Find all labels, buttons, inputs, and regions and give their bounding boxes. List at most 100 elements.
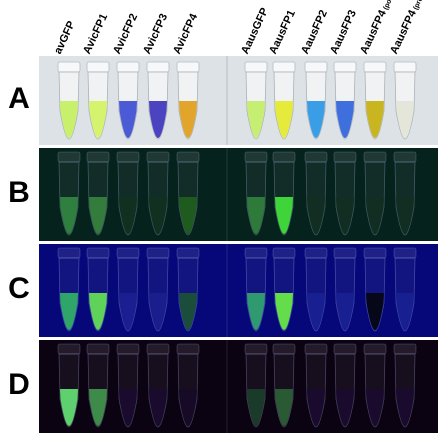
liquid-C-4 [179,293,197,330]
tube-D-1 [86,343,110,428]
liquid-A-1 [89,101,107,138]
liquid-A-9 [366,101,384,138]
liquid-C-1 [89,293,107,330]
tube-A-1 [86,61,110,140]
liquid-D-8 [336,389,354,426]
column-label-6: AausFP1 [267,8,298,56]
row-label-A: A [8,81,30,115]
tube-C-9 [363,247,387,332]
column-label-10: AausFP4 (pre) [388,0,426,56]
liquid-B-6 [275,197,293,234]
liquid-D-9 [366,389,384,426]
liquid-D-3 [149,389,167,426]
liquid-C-3 [149,293,167,330]
panel-A [39,56,438,145]
panel-C [39,244,438,337]
column-label-4: AvicFP4 [171,11,201,57]
liquid-B-1 [89,197,107,234]
liquid-B-5 [247,197,265,234]
row-label-C: C [8,271,30,305]
tube-C-6 [272,247,296,332]
liquid-B-9 [366,197,384,234]
tube-B-6 [272,151,296,236]
liquid-B-10 [396,197,414,234]
column-label-0: avGFP [52,19,78,56]
tube-A-5 [244,61,268,140]
group-divider [226,148,228,241]
liquid-D-6 [275,389,293,426]
tube-A-9 [363,61,387,140]
liquid-C-10 [396,293,414,330]
group-divider [226,56,228,145]
column-label-1: AvicFP1 [81,11,111,57]
liquid-D-1 [89,389,107,426]
tube-B-0 [57,151,81,236]
tube-C-3 [146,247,170,332]
panel-B [39,148,438,241]
tube-D-10 [393,343,417,428]
tube-C-0 [57,247,81,332]
tube-D-2 [116,343,140,428]
liquid-B-0 [60,197,78,234]
column-label-3: AvicFP3 [141,11,171,57]
tube-A-0 [57,61,81,140]
liquid-A-2 [119,101,137,138]
tube-B-8 [333,151,357,236]
tube-A-7 [304,61,328,140]
tube-A-2 [116,61,140,140]
tube-D-4 [176,343,200,428]
tube-B-10 [393,151,417,236]
tube-B-7 [304,151,328,236]
liquid-C-2 [119,293,137,330]
tube-B-9 [363,151,387,236]
tube-B-4 [176,151,200,236]
liquid-A-4 [179,101,197,138]
tube-D-3 [146,343,170,428]
liquid-A-3 [149,101,167,138]
tube-C-2 [116,247,140,332]
liquid-C-5 [247,293,265,330]
column-label-8: AausFP3 [328,8,359,56]
column-label-2: AvicFP2 [111,11,141,57]
liquid-C-8 [336,293,354,330]
tube-C-8 [333,247,357,332]
tube-C-7 [304,247,328,332]
liquid-D-7 [307,389,325,426]
tube-C-4 [176,247,200,332]
liquid-B-3 [149,197,167,234]
tube-A-3 [146,61,170,140]
row-label-B: B [8,175,30,209]
tube-B-3 [146,151,170,236]
liquid-D-4 [179,389,197,426]
tube-C-1 [86,247,110,332]
tube-A-8 [333,61,357,140]
liquid-D-2 [119,389,137,426]
liquid-C-6 [275,293,293,330]
liquid-A-10 [396,101,414,138]
tube-D-6 [272,343,296,428]
liquid-C-0 [60,293,78,330]
liquid-D-0 [60,389,78,426]
liquid-B-7 [307,197,325,234]
tube-C-10 [393,247,417,332]
panel-D [39,340,438,433]
group-divider [226,340,228,433]
tube-D-5 [244,343,268,428]
liquid-A-0 [60,101,78,138]
column-label-5: AausGFP [239,6,271,56]
tube-A-6 [272,61,296,140]
tube-A-10 [393,61,417,140]
liquid-A-5 [247,101,265,138]
group-divider [226,244,228,337]
tube-D-9 [363,343,387,428]
liquid-B-8 [336,197,354,234]
liquid-B-2 [119,197,137,234]
liquid-D-5 [247,389,265,426]
tube-B-1 [86,151,110,236]
liquid-A-7 [307,101,325,138]
tube-A-4 [176,61,200,140]
liquid-B-4 [179,197,197,234]
tube-B-5 [244,151,268,236]
tube-C-5 [244,247,268,332]
liquid-A-6 [275,101,293,138]
